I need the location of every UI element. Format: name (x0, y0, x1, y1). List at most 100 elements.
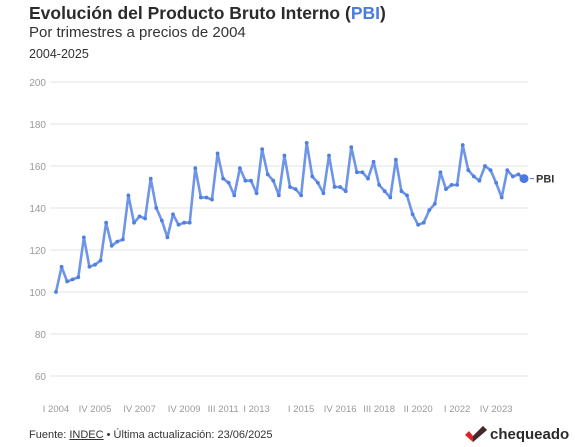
brand-name: chequeado (490, 425, 570, 443)
last-point-marker (519, 174, 529, 184)
data-point (76, 275, 81, 280)
data-point (271, 178, 276, 183)
x-tick-label: IV 2023 (480, 404, 513, 415)
data-point (282, 153, 287, 158)
source-link[interactable]: INDEC (69, 429, 104, 441)
title-end: ) (380, 3, 386, 23)
data-point (483, 164, 487, 168)
data-point (377, 183, 382, 187)
x-tick-label: II 2020 (404, 404, 433, 415)
data-point (349, 145, 354, 150)
data-point (371, 159, 376, 164)
y-tick-label: 200 (29, 78, 46, 89)
data-point (315, 180, 320, 185)
data-point (260, 147, 265, 152)
data-point (410, 212, 415, 217)
data-point (494, 180, 499, 185)
data-point (438, 170, 443, 175)
y-tick-label: 60 (35, 372, 47, 383)
data-point (104, 220, 109, 225)
data-point (332, 185, 337, 189)
data-point (126, 193, 131, 198)
data-point (154, 206, 159, 210)
data-point (432, 201, 437, 206)
chart-subtitle: Por trimestres a precios de 2004 (29, 24, 246, 41)
x-tick-label: IV 2005 (79, 404, 112, 415)
data-point (460, 143, 465, 147)
data-point (466, 168, 471, 173)
data-point (165, 235, 170, 240)
x-tick-label: I 2015 (288, 404, 314, 415)
checkmark-icon (465, 426, 487, 442)
data-point (343, 189, 348, 194)
data-point (243, 178, 248, 183)
data-point (405, 193, 409, 198)
data-point (120, 237, 125, 242)
data-point (471, 174, 476, 179)
data-point (382, 189, 387, 194)
data-point (310, 174, 315, 179)
data-point (488, 168, 493, 173)
data-point (204, 195, 209, 200)
y-tick-label: 140 (29, 204, 46, 215)
data-point (226, 180, 231, 185)
title-highlight: PBI (350, 3, 380, 23)
data-point (321, 191, 326, 196)
data-point (516, 172, 521, 177)
data-point (444, 187, 448, 192)
chart-footer: Fuente: INDEC • Última actualización: 23… (29, 429, 273, 441)
data-point (249, 178, 253, 183)
x-tick-label: I 2013 (243, 404, 269, 415)
data-point (193, 166, 198, 171)
data-point (299, 193, 304, 198)
y-tick-label: 160 (29, 162, 46, 173)
data-point (510, 174, 515, 179)
y-tick-label: 120 (29, 246, 46, 257)
y-tick-label: 80 (35, 330, 47, 341)
x-tick-label: I 2004 (43, 404, 69, 415)
data-point (210, 197, 214, 202)
data-point (421, 220, 426, 225)
data-point (327, 153, 331, 158)
data-point (288, 185, 292, 189)
data-point (171, 212, 175, 217)
x-tick-label: III 2018 (363, 404, 395, 415)
x-tick-label: III 2011 (208, 404, 239, 415)
x-tick-label: IV 2016 (324, 404, 357, 415)
line-chart: 60 80 100 120 140 160 180 200 I 2004 IV 2005 IV 20… (29, 78, 554, 415)
data-point (399, 189, 404, 194)
data-point (59, 264, 64, 269)
source-prefix: Fuente: (29, 429, 70, 441)
x-tick-label: I 2022 (444, 404, 470, 415)
data-point (159, 218, 164, 223)
data-point (338, 185, 343, 189)
data-point (187, 220, 192, 225)
data-point (137, 214, 142, 219)
data-point (54, 290, 58, 294)
data-point (81, 235, 86, 240)
chart-period: 2004-2025 (29, 47, 89, 61)
data-point (254, 191, 259, 196)
data-point (198, 195, 203, 200)
data-point (148, 176, 153, 181)
data-point (65, 279, 70, 284)
data-point (232, 193, 237, 198)
data-point (115, 239, 120, 244)
data-point (360, 170, 365, 175)
data-point (393, 157, 398, 162)
data-point (499, 195, 504, 200)
data-point (93, 262, 97, 267)
x-tick-label: IV 2009 (168, 404, 201, 415)
data-point (221, 176, 226, 181)
data-point (293, 187, 298, 192)
y-tick-label: 180 (29, 120, 46, 131)
data-point (354, 170, 359, 175)
series-end-label: PBI (536, 174, 554, 186)
brand-logo[interactable]: chequeado (465, 424, 569, 444)
data-point (70, 277, 75, 282)
data-point (505, 168, 510, 173)
x-tick-label: IV 2007 (123, 404, 156, 415)
data-point (427, 208, 432, 213)
chart-title: Evolución del Producto Bruto Interno (PB… (29, 3, 386, 24)
data-point (237, 166, 242, 171)
